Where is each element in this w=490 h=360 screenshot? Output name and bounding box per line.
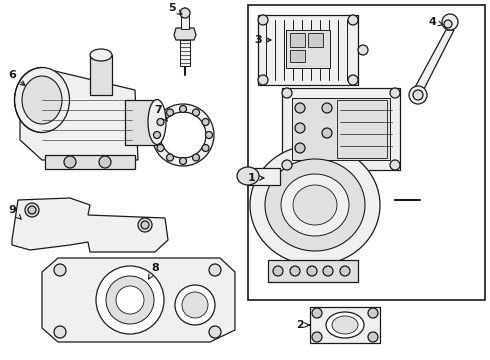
Ellipse shape: [326, 312, 364, 338]
Circle shape: [340, 266, 350, 276]
Circle shape: [157, 144, 164, 152]
Bar: [248, 5, 485, 300]
Circle shape: [442, 14, 458, 30]
Polygon shape: [12, 198, 168, 252]
Circle shape: [202, 118, 209, 126]
Text: 8: 8: [148, 263, 159, 279]
Bar: [181, 15, 189, 29]
Circle shape: [28, 206, 36, 214]
Ellipse shape: [160, 112, 206, 158]
Bar: [310, 307, 380, 343]
Polygon shape: [174, 28, 196, 40]
Circle shape: [99, 156, 111, 168]
Circle shape: [295, 143, 305, 153]
Polygon shape: [413, 30, 454, 91]
Circle shape: [193, 109, 199, 116]
Bar: [292, 98, 390, 160]
Circle shape: [348, 15, 358, 25]
Circle shape: [157, 118, 164, 126]
Circle shape: [295, 103, 305, 113]
Circle shape: [273, 266, 283, 276]
Bar: [258, 15, 358, 85]
Circle shape: [368, 332, 378, 342]
Circle shape: [409, 86, 427, 104]
Circle shape: [175, 285, 215, 325]
Circle shape: [282, 160, 292, 170]
Circle shape: [54, 264, 66, 276]
Circle shape: [209, 326, 221, 338]
Circle shape: [322, 128, 332, 138]
Circle shape: [54, 326, 66, 338]
Bar: [268, 260, 358, 282]
Circle shape: [116, 286, 144, 314]
Text: 9: 9: [8, 205, 21, 219]
Circle shape: [348, 75, 358, 85]
Text: 1: 1: [248, 173, 264, 183]
Circle shape: [96, 266, 164, 334]
Circle shape: [258, 15, 268, 25]
Circle shape: [179, 158, 187, 165]
Bar: [282, 88, 400, 170]
Bar: [290, 50, 305, 62]
Ellipse shape: [90, 49, 112, 61]
Bar: [180, 40, 190, 66]
Circle shape: [444, 20, 452, 28]
Polygon shape: [42, 258, 235, 342]
Text: 6: 6: [8, 70, 25, 85]
Text: 2: 2: [296, 320, 310, 330]
Circle shape: [180, 8, 190, 18]
Ellipse shape: [22, 76, 62, 124]
Text: 3: 3: [254, 35, 271, 45]
Ellipse shape: [265, 159, 365, 251]
Circle shape: [179, 105, 187, 113]
Circle shape: [390, 88, 400, 98]
Circle shape: [153, 131, 161, 139]
Circle shape: [368, 308, 378, 318]
Polygon shape: [20, 68, 138, 160]
Circle shape: [138, 218, 152, 232]
Circle shape: [358, 45, 368, 55]
Ellipse shape: [148, 99, 166, 144]
Circle shape: [307, 266, 317, 276]
Text: 5: 5: [168, 3, 182, 14]
Circle shape: [390, 160, 400, 170]
Circle shape: [167, 109, 173, 116]
Circle shape: [167, 154, 173, 161]
Circle shape: [25, 203, 39, 217]
Circle shape: [413, 90, 423, 100]
Circle shape: [205, 131, 213, 139]
Ellipse shape: [281, 174, 349, 236]
Ellipse shape: [332, 316, 358, 334]
Text: 4: 4: [428, 17, 443, 27]
Circle shape: [106, 276, 154, 324]
Bar: [45, 155, 135, 169]
Bar: [290, 33, 305, 47]
Bar: [90, 55, 112, 95]
Circle shape: [202, 144, 209, 152]
Circle shape: [290, 266, 300, 276]
Circle shape: [322, 103, 332, 113]
Polygon shape: [248, 168, 280, 185]
Circle shape: [141, 221, 149, 229]
Circle shape: [258, 75, 268, 85]
Ellipse shape: [293, 185, 337, 225]
Circle shape: [323, 266, 333, 276]
Circle shape: [312, 308, 322, 318]
Circle shape: [209, 264, 221, 276]
Circle shape: [282, 88, 292, 98]
Circle shape: [312, 332, 322, 342]
Bar: [286, 30, 330, 68]
Bar: [308, 33, 323, 47]
Bar: [125, 100, 157, 145]
Ellipse shape: [250, 145, 380, 265]
Ellipse shape: [237, 167, 259, 185]
Text: 7: 7: [154, 105, 167, 121]
Circle shape: [295, 123, 305, 133]
Circle shape: [182, 292, 208, 318]
Ellipse shape: [152, 104, 214, 166]
Circle shape: [193, 154, 199, 161]
Ellipse shape: [15, 68, 70, 132]
Circle shape: [64, 156, 76, 168]
Bar: [337, 100, 387, 158]
